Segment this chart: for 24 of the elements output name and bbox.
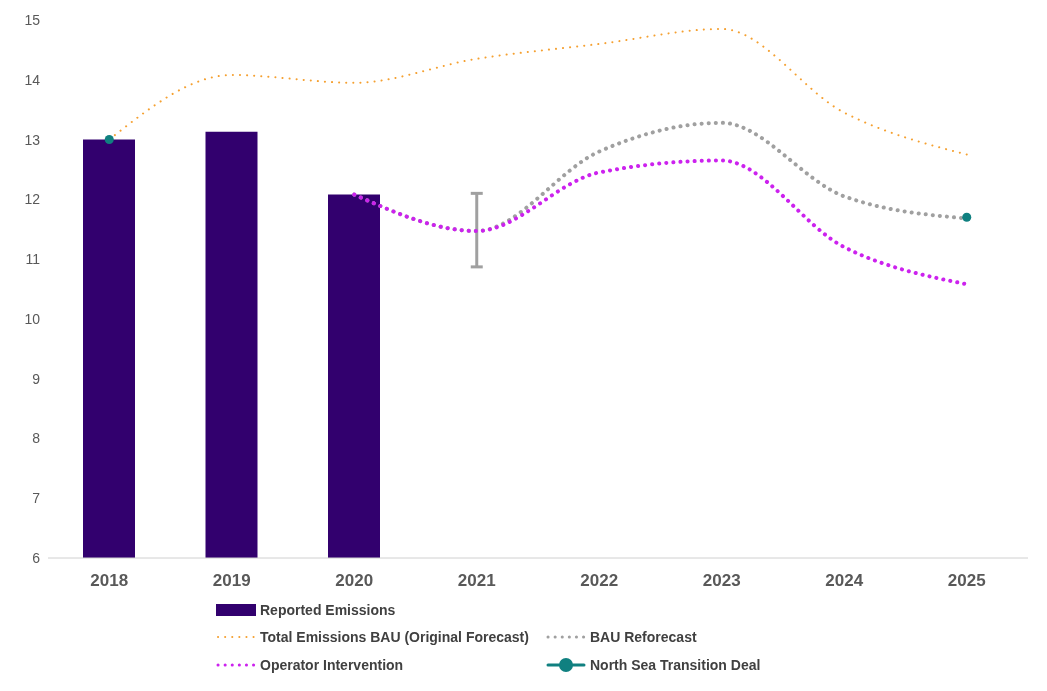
y-tick-label: 15: [24, 11, 41, 28]
legend-label: BAU Reforecast: [590, 629, 697, 645]
legend-label: North Sea Transition Deal: [590, 657, 761, 673]
y-tick-label: 10: [24, 310, 41, 327]
y-tick-label: 8: [32, 430, 41, 447]
x-tick-label: 2018: [90, 571, 129, 591]
x-tick-label: 2021: [457, 571, 496, 591]
y-tick-label: 6: [32, 549, 41, 566]
x-tick-label: 2025: [947, 571, 986, 591]
x-tick-label: 2022: [580, 571, 619, 591]
legend-label: Reported Emissions: [260, 602, 396, 618]
x-tick-label: 2020: [335, 571, 374, 591]
x-tick-label: 2024: [825, 571, 864, 591]
line-series: [352, 158, 969, 287]
legend-label: Total Emissions BAU (Original Forecast): [260, 629, 529, 645]
y-tick-label: 7: [32, 490, 41, 507]
legend-label: Operator Intervention: [260, 657, 404, 673]
x-tick-label: 2023: [702, 571, 741, 591]
y-tick-label: 12: [24, 191, 41, 208]
y-tick-label: 14: [24, 71, 41, 88]
y-tick-label: 9: [32, 370, 41, 387]
x-tick-label: 2019: [212, 571, 251, 591]
y-tick-label: 13: [24, 131, 41, 148]
y-tick-label: 11: [25, 251, 41, 268]
